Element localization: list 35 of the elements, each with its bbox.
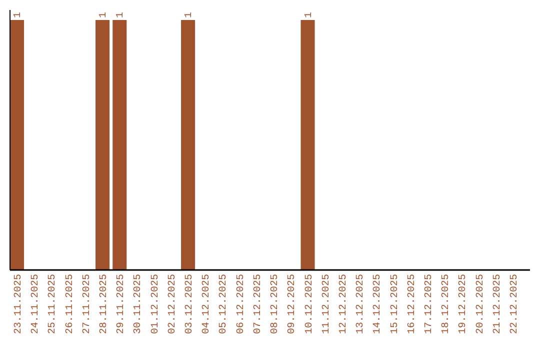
x-tick-label: 16.12.2025 <box>406 274 418 334</box>
data-label: 1 <box>116 12 127 18</box>
x-tick-label: 15.12.2025 <box>390 274 401 334</box>
x-tick-label: 08.12.2025 <box>270 274 282 334</box>
data-label: 1 <box>98 12 110 18</box>
x-tick-label: 02.12.2025 <box>167 274 178 334</box>
x-tick-label: 05.12.2025 <box>218 274 230 334</box>
x-tick-label: 13.12.2025 <box>356 274 367 334</box>
x-tick-label: 01.12.2025 <box>150 274 162 334</box>
x-tick-label: 11.12.2025 <box>321 274 332 334</box>
data-label: 1 <box>184 12 196 18</box>
x-tick-label: 12.12.2025 <box>338 274 350 334</box>
x-tick-label: 18.12.2025 <box>441 274 452 334</box>
x-tick-label: 21.12.2025 <box>492 274 504 334</box>
x-tick-label: 03.12.2025 <box>184 274 196 334</box>
data-label: 1 <box>304 12 315 18</box>
x-tick-label: 26.11.2025 <box>64 274 76 334</box>
x-tick-label: 27.11.2025 <box>82 274 93 334</box>
x-tick-label: 06.12.2025 <box>236 274 247 334</box>
x-tick-label: 20.12.2025 <box>475 274 486 334</box>
x-tick-label: 28.11.2025 <box>99 274 110 334</box>
x-tick-label: 22.12.2025 <box>509 274 520 334</box>
x-tick-label: 25.11.2025 <box>48 274 59 334</box>
x-tick-label: 04.12.2025 <box>202 274 213 334</box>
x-tick-label: 30.11.2025 <box>133 274 144 334</box>
x-tick-label: 24.11.2025 <box>30 274 42 334</box>
x-tick-label: 10.12.2025 <box>304 274 316 334</box>
x-tick-label: 29.11.2025 <box>116 274 128 334</box>
x-tick-label: 09.12.2025 <box>287 274 298 334</box>
x-tick-label: 23.11.2025 <box>14 274 25 334</box>
data-label: 1 <box>13 12 24 18</box>
x-tick-label: 17.12.2025 <box>424 274 435 334</box>
x-tick-label: 19.12.2025 <box>458 274 470 334</box>
x-tick-label: 07.12.2025 <box>252 274 264 334</box>
x-tick-label: 14.12.2025 <box>372 274 384 334</box>
